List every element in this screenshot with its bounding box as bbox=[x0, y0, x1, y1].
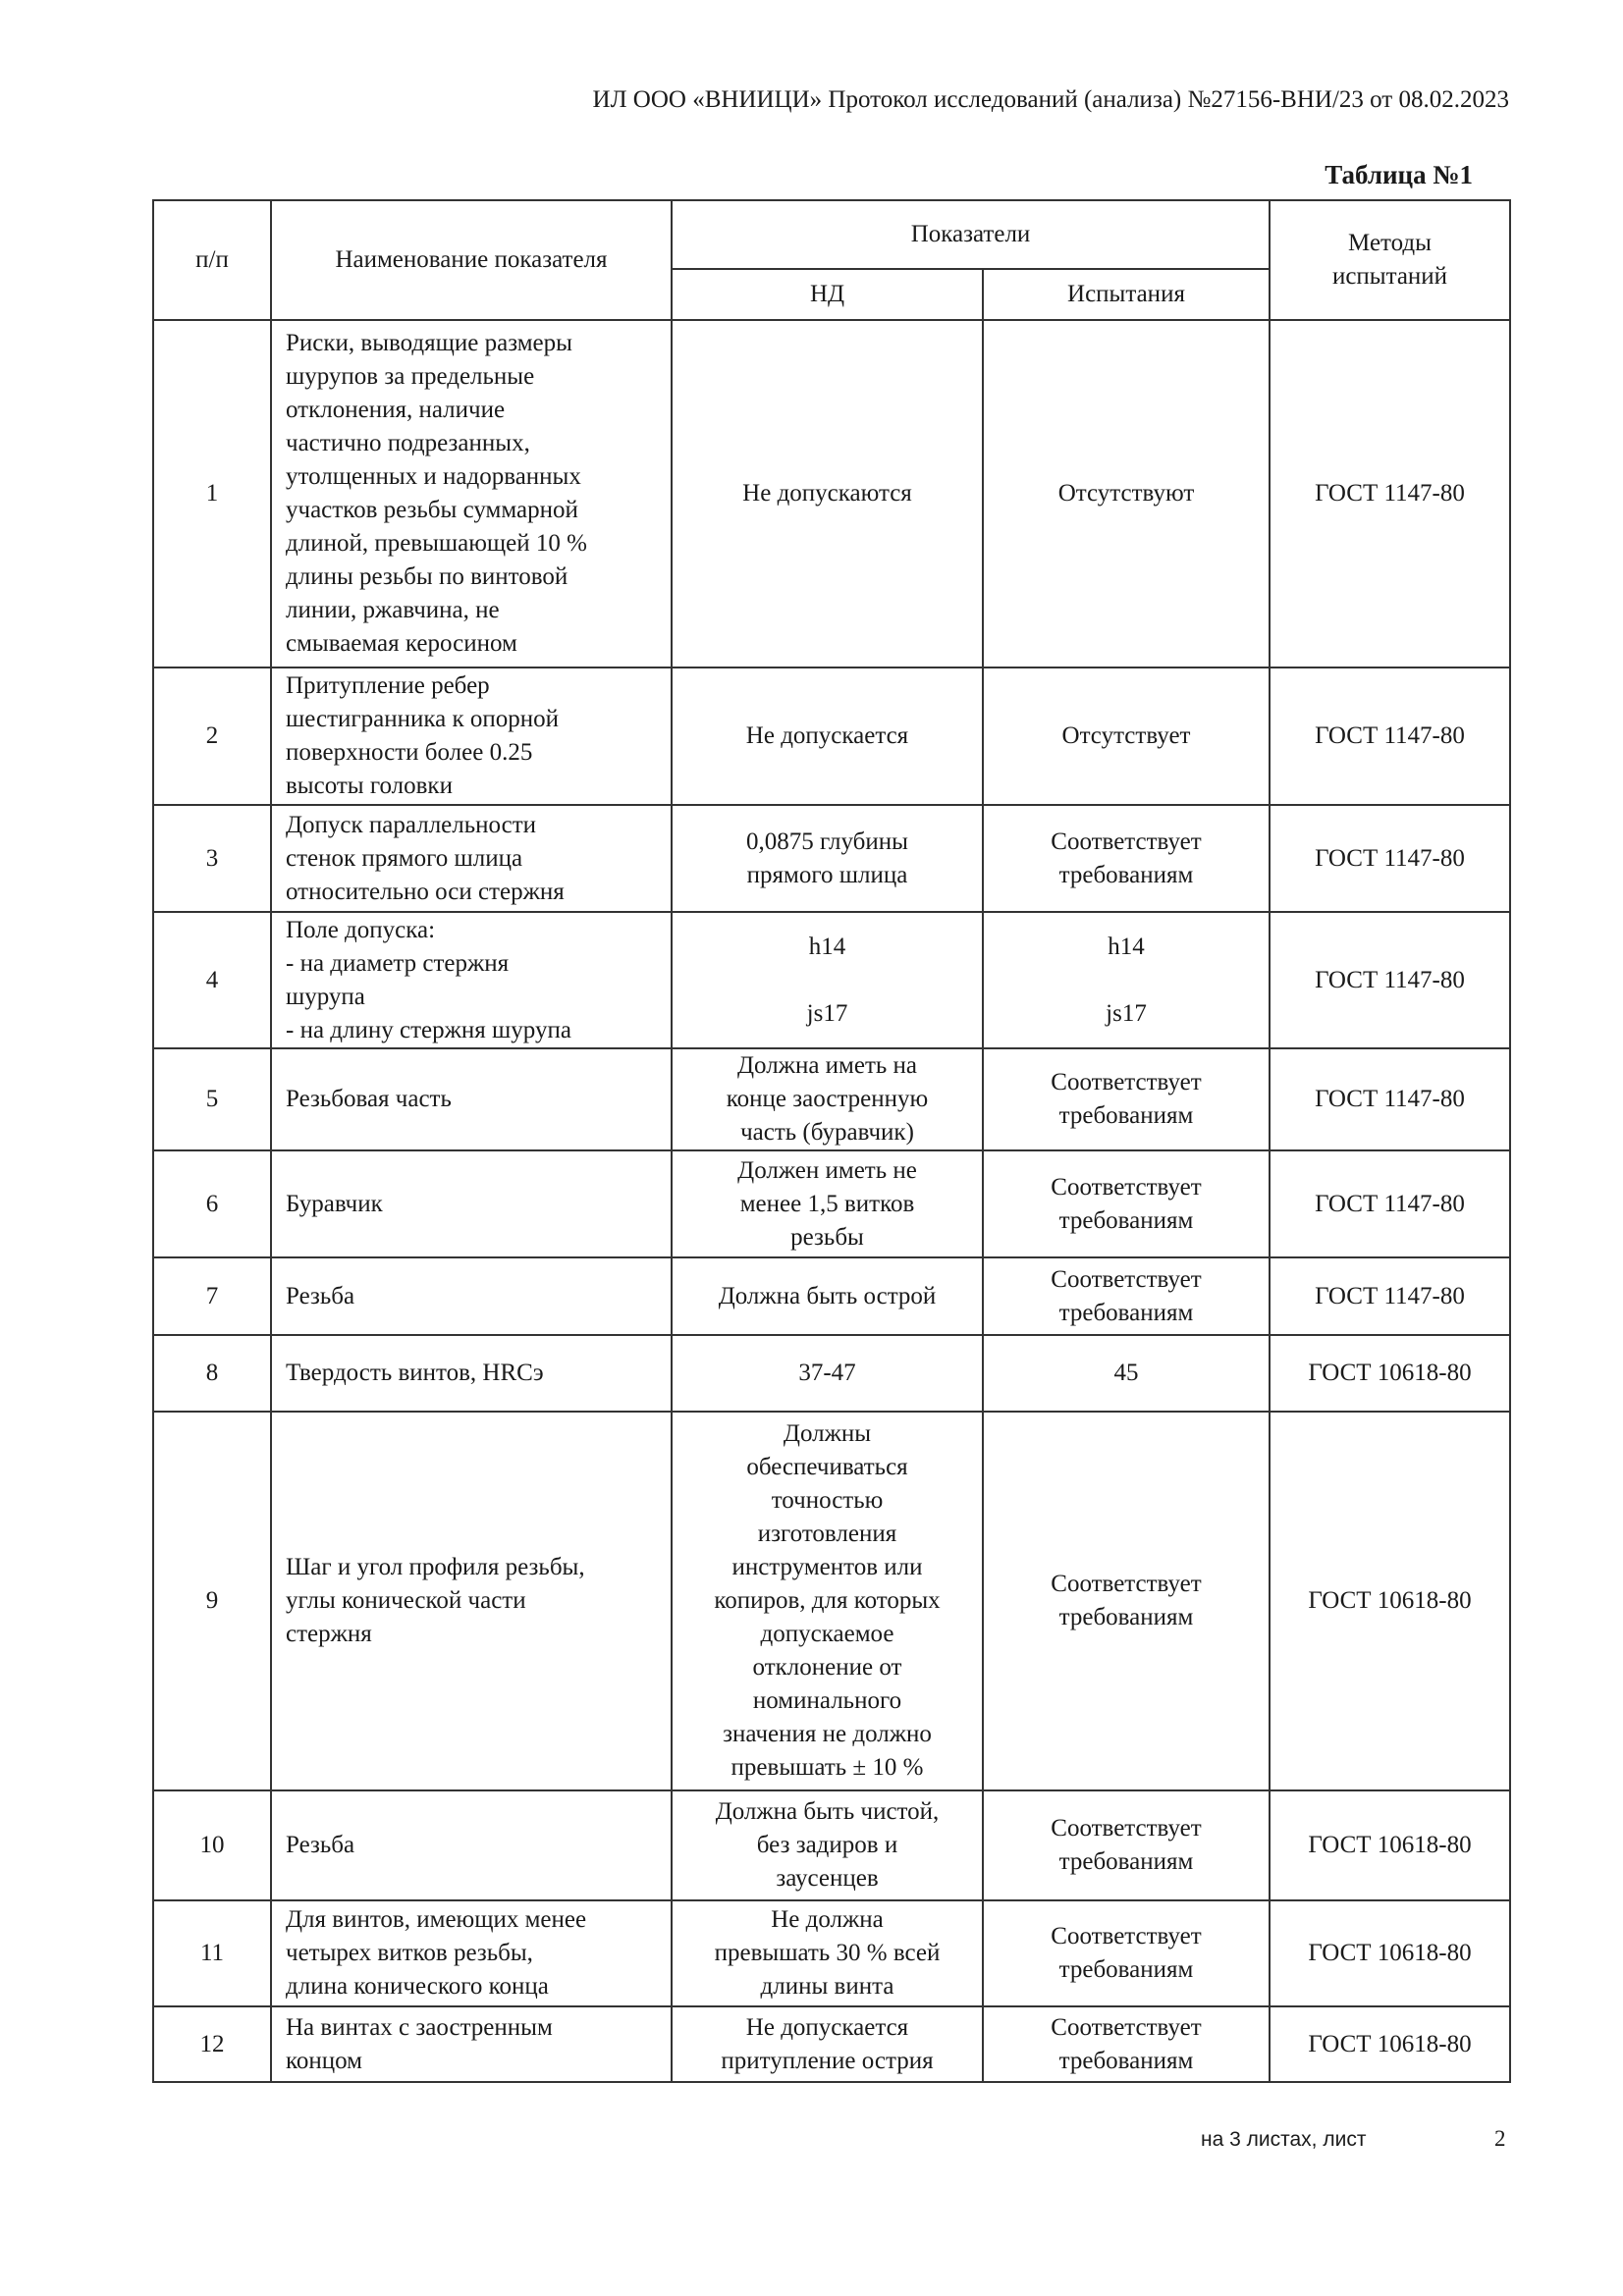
row-indicator-name: Твердость винтов, HRCэ bbox=[270, 1334, 673, 1413]
row-number: 7 bbox=[152, 1256, 272, 1336]
table-row: 10 Резьба Должна быть чистой, без задиров … bbox=[152, 1789, 1511, 1901]
row-test-result: h14 js17 bbox=[982, 911, 1271, 1049]
col-num-header: п/п bbox=[152, 199, 272, 321]
row-number: 8 bbox=[152, 1334, 272, 1413]
row-nd-value: h14 js17 bbox=[671, 911, 984, 1049]
row-test-result: Соответствует требованиям bbox=[982, 1256, 1271, 1336]
row-indicator-name: Резьба bbox=[270, 1789, 673, 1901]
table-row: 8 Твердость винтов, HRCэ 37-47 45 ГОСТ 10618… bbox=[152, 1334, 1511, 1413]
page-number: 2 bbox=[1494, 2126, 1506, 2151]
row-number: 11 bbox=[152, 1899, 272, 2007]
row-number: 2 bbox=[152, 667, 272, 806]
row-test-method: ГОСТ 10618-80 bbox=[1269, 1334, 1511, 1413]
row-test-method: ГОСТ 10618-80 bbox=[1269, 1789, 1511, 1901]
row-test-result: Соответствует требованиям bbox=[982, 1149, 1271, 1258]
row-indicator-name: Притупление ребер шестигранника к опорно… bbox=[270, 667, 673, 806]
row-number: 6 bbox=[152, 1149, 272, 1258]
row-test-method: ГОСТ 10618-80 bbox=[1269, 2005, 1511, 2083]
row-number: 4 bbox=[152, 911, 272, 1049]
row-test-method: ГОСТ 1147-80 bbox=[1269, 319, 1511, 668]
row-nd-value: Не допускается bbox=[671, 667, 984, 806]
table-row: 9 Шаг и угол профиля резьбы, углы коничес… bbox=[152, 1411, 1511, 1791]
row-test-result: Соответствует требованиям bbox=[982, 1789, 1271, 1901]
row-nd-value: Должна быть острой bbox=[671, 1256, 984, 1336]
row-indicator-name: Шаг и угол профиля резьбы, углы коническ… bbox=[270, 1411, 673, 1791]
footer-sheets: на 3 листах, лист bbox=[1201, 2128, 1367, 2151]
col-indicators-header: Показатели bbox=[671, 199, 1271, 270]
row-test-method: ГОСТ 10618-80 bbox=[1269, 1899, 1511, 2007]
table-row: 4 Поле допуска: - на диаметр стержня шуру… bbox=[152, 911, 1511, 1049]
row-indicator-name: Поле допуска: - на диаметр стержня шуруп… bbox=[270, 911, 673, 1049]
row-test-method: ГОСТ 1147-80 bbox=[1269, 1149, 1511, 1258]
row-indicator-name: Буравчик bbox=[270, 1149, 673, 1258]
row-nd-value: Должна иметь на конце заостренную часть … bbox=[671, 1047, 984, 1151]
results-table: п/п Наименование показателя Показатели М… bbox=[152, 199, 1511, 2083]
row-test-result: Соответствует требованиям bbox=[982, 1047, 1271, 1151]
table-row: 2 Притупление ребер шестигранника к опорн… bbox=[152, 667, 1511, 806]
row-number: 9 bbox=[152, 1411, 272, 1791]
row-nd-value: Должна быть чистой, без задиров и заусен… bbox=[671, 1789, 984, 1901]
row-test-result: Отсутствуют bbox=[982, 319, 1271, 668]
col-test-header: Испытания bbox=[982, 268, 1271, 321]
row-indicator-name: Допуск параллельности стенок прямого шли… bbox=[270, 804, 673, 913]
row-test-result: Соответствует требованиям bbox=[982, 804, 1271, 913]
row-nd-value: 0,0875 глубины прямого шлица bbox=[671, 804, 984, 913]
row-test-method: ГОСТ 1147-80 bbox=[1269, 804, 1511, 913]
row-test-method: ГОСТ 10618-80 bbox=[1269, 1411, 1511, 1791]
row-number: 5 bbox=[152, 1047, 272, 1151]
row-test-result: 45 bbox=[982, 1334, 1271, 1413]
table-row: 1 Риски, выводящие размеры шурупов за пре… bbox=[152, 319, 1511, 668]
row-test-result: Соответствует требованиям bbox=[982, 1899, 1271, 2007]
row-nd-value: Должны обеспечиваться точностью изготовл… bbox=[671, 1411, 984, 1791]
table-row: 5 Резьбовая часть Должна иметь на конце за… bbox=[152, 1047, 1511, 1151]
row-nd-value: Не допускается притупление острия bbox=[671, 2005, 984, 2083]
table-row: 7 Резьба Должна быть острой Соответствует т… bbox=[152, 1256, 1511, 1336]
row-test-result: Отсутствует bbox=[982, 667, 1271, 806]
row-test-result: Соответствует требованиям bbox=[982, 1411, 1271, 1791]
row-indicator-name: Для винтов, имеющих менее четырех витков… bbox=[270, 1899, 673, 2007]
row-nd-value: Не допускаются bbox=[671, 319, 984, 668]
row-test-result: Соответствует требованиям bbox=[982, 2005, 1271, 2083]
row-nd-value: 37-47 bbox=[671, 1334, 984, 1413]
col-nd-header: НД bbox=[671, 268, 984, 321]
row-test-method: ГОСТ 1147-80 bbox=[1269, 1256, 1511, 1336]
row-number: 1 bbox=[152, 319, 272, 668]
document-header: ИЛ ООО «ВНИИЦИ» Протокол исследований (а… bbox=[592, 86, 1509, 113]
col-name-header: Наименование показателя bbox=[270, 199, 673, 321]
row-nd-value: Должен иметь не менее 1,5 витков резьбы bbox=[671, 1149, 984, 1258]
row-indicator-name: Резьба bbox=[270, 1256, 673, 1336]
table-title: Таблица №1 bbox=[1325, 160, 1473, 189]
table-row: 12 На винтах с заостренным концом Не допус… bbox=[152, 2005, 1511, 2083]
table-row: 11 Для винтов, имеющих менее четырех витк… bbox=[152, 1899, 1511, 2007]
row-test-method: ГОСТ 1147-80 bbox=[1269, 911, 1511, 1049]
row-number: 10 bbox=[152, 1789, 272, 1901]
row-indicator-name: Резьбовая часть bbox=[270, 1047, 673, 1151]
col-methods-header: Методы испытаний bbox=[1269, 199, 1511, 321]
row-number: 3 bbox=[152, 804, 272, 913]
row-indicator-name: На винтах с заостренным концом bbox=[270, 2005, 673, 2083]
row-indicator-name: Риски, выводящие размеры шурупов за пред… bbox=[270, 319, 673, 668]
row-test-method: ГОСТ 1147-80 bbox=[1269, 1047, 1511, 1151]
table-row: 6 Буравчик Должен иметь не менее 1,5 витко… bbox=[152, 1149, 1511, 1258]
row-test-method: ГОСТ 1147-80 bbox=[1269, 667, 1511, 806]
table-row: 3 Допуск параллельности стенок прямого шл… bbox=[152, 804, 1511, 913]
row-nd-value: Не должна превышать 30 % всей длины винт… bbox=[671, 1899, 984, 2007]
row-number: 12 bbox=[152, 2005, 272, 2083]
